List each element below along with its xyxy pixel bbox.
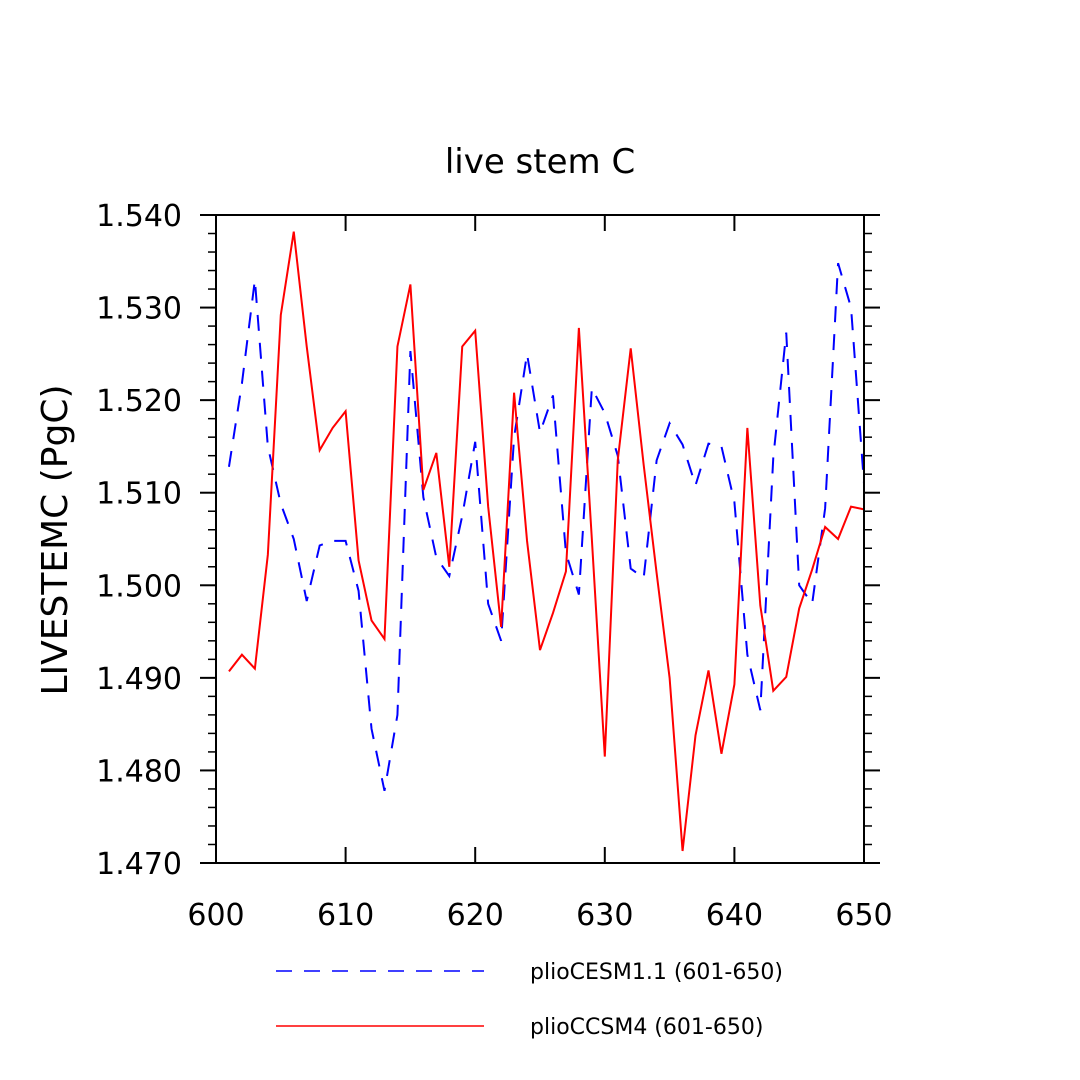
y-tick-label: 1.520 — [96, 384, 182, 419]
x-tick-label: 650 — [835, 898, 892, 933]
x-tick-label: 600 — [187, 898, 244, 933]
x-tick-label: 640 — [706, 898, 763, 933]
chart-title: live stem C — [445, 142, 635, 182]
y-tick-label: 1.510 — [96, 477, 182, 512]
data-series — [227, 231, 865, 852]
y-tick-label: 1.530 — [96, 292, 182, 327]
y-tick-label: 1.490 — [96, 662, 182, 697]
y-tick-label: 1.470 — [96, 847, 182, 882]
y-tick-label: 1.500 — [96, 569, 182, 604]
series-line-2 — [228, 231, 865, 852]
legend: plioCESM1.1 (601-650) plioCCSM4 (601-650) — [276, 960, 783, 1040]
series-line-1 — [227, 262, 865, 791]
axis-tick-labels: 600 610 620 630 640 650 1.470 1.480 1.490 1.500 1.… — [96, 199, 893, 933]
legend-label: plioCESM1.1 (601-650) — [530, 960, 783, 985]
legend-label: plioCCSM4 (601-650) — [530, 1015, 763, 1040]
y-tick-label: 1.480 — [96, 754, 182, 789]
x-tick-label: 630 — [576, 898, 633, 933]
plot-frame — [215, 214, 865, 864]
x-tick-label: 620 — [447, 898, 504, 933]
y-axis-label: LIVESTEMC (PgC) — [35, 384, 76, 695]
x-tick-label: 610 — [317, 898, 374, 933]
y-tick-label: 1.540 — [96, 199, 182, 234]
